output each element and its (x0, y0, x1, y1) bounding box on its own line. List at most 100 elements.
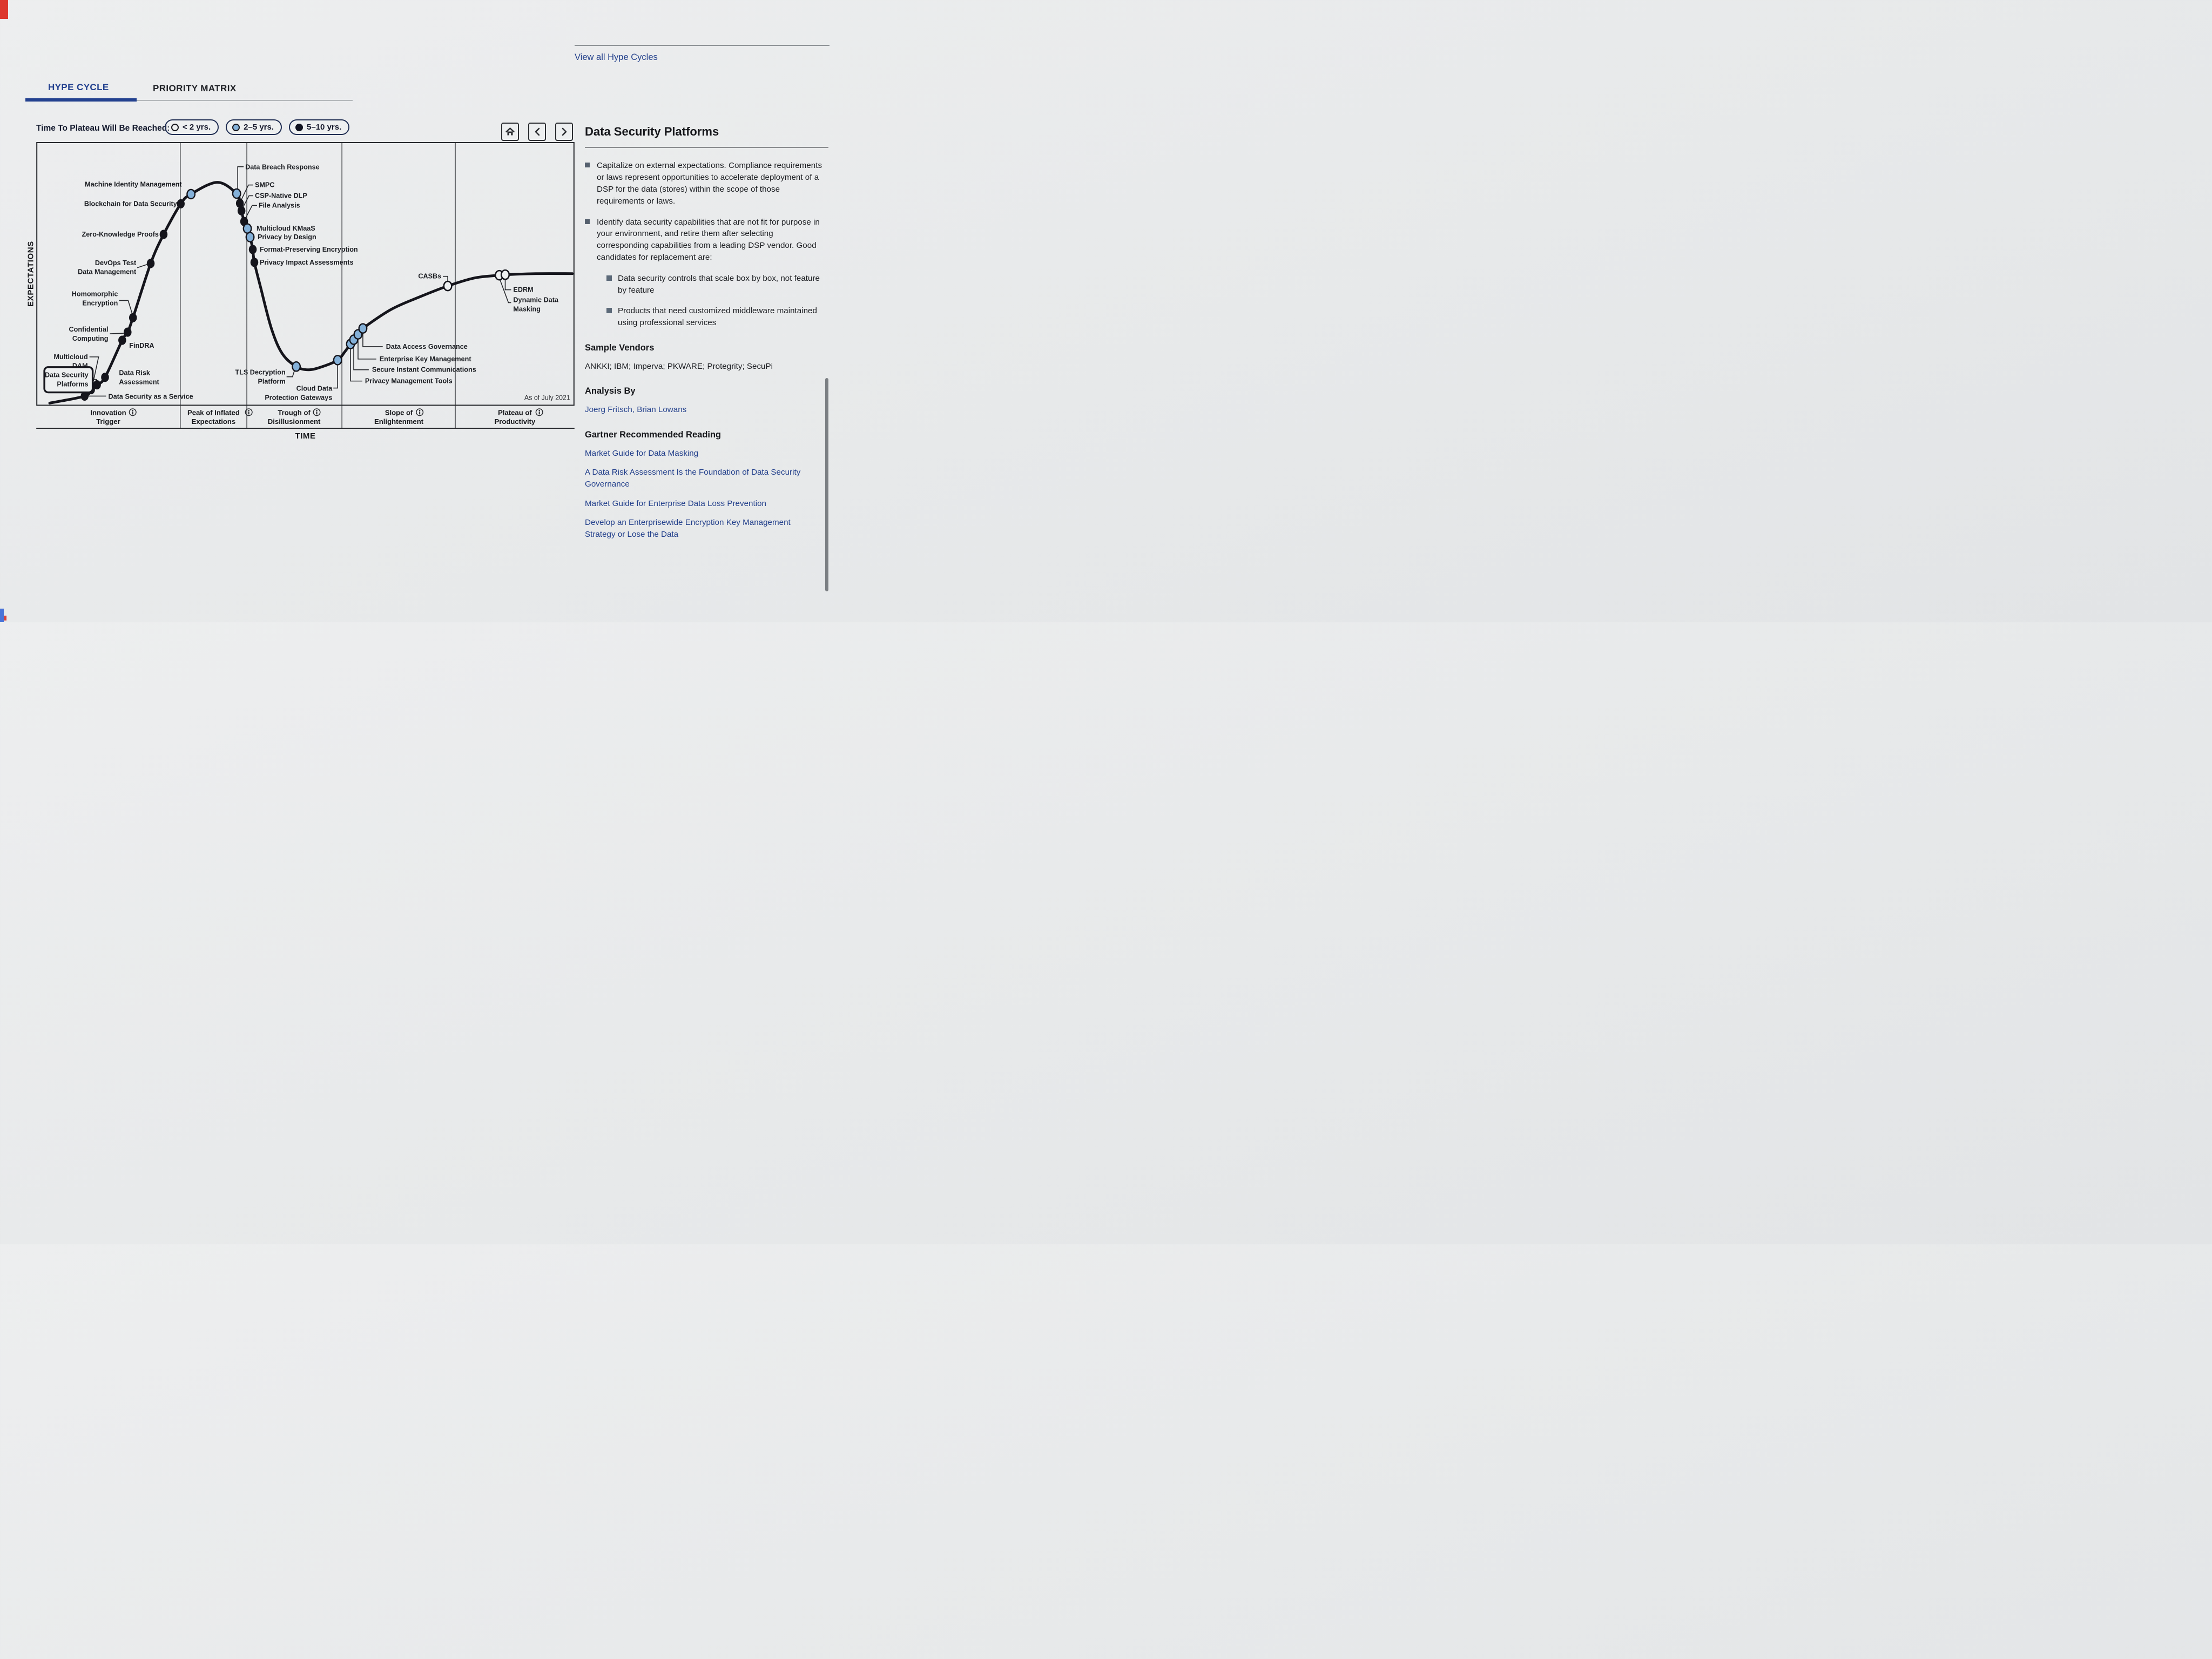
home-icon (505, 127, 515, 136)
reading-link-1[interactable]: Market Guide for Data Masking (585, 448, 699, 458)
dot-cc[interactable] (124, 327, 132, 337)
point-label-dsp[interactable]: Data Security (45, 372, 89, 379)
point-label-cdpg[interactable]: Cloud Data (296, 385, 333, 393)
point-label-pbd[interactable]: Privacy by Design (258, 233, 316, 241)
point-label-mdam[interactable]: Multicloud (54, 353, 88, 361)
phase-label-1: Innovation (90, 408, 126, 416)
legend-pill-2-5yrs[interactable]: 2–5 yrs. (226, 119, 282, 135)
point-label-he[interactable]: Encryption (82, 299, 118, 307)
legend-label: Time To Plateau Will Be Reached: (36, 124, 170, 133)
dot-dbr[interactable] (232, 188, 241, 199)
dot-he[interactable] (129, 313, 137, 322)
point-label-devops[interactable]: Data Management (78, 268, 137, 276)
point-label-findra[interactable]: FinDRA (129, 342, 154, 349)
bullet-text: Products that need customized middleware… (618, 306, 817, 327)
analysts-link[interactable]: Joerg Fritsch, Brian Lowans (585, 405, 687, 415)
point-label-casbs[interactable]: CASBs (418, 273, 441, 280)
point-label-dra[interactable]: Assessment (119, 379, 159, 386)
point-label-devops[interactable]: DevOps Test (95, 259, 137, 267)
phase-label-1: Trigger (96, 417, 120, 426)
point-label-smpc[interactable]: SMPC (255, 181, 274, 189)
point-label-fa[interactable]: File Analysis (259, 201, 300, 209)
point-label-ddm[interactable]: Masking (513, 305, 541, 313)
dot-cspdlp[interactable] (237, 206, 246, 215)
phase-label-5: Plateau of (498, 408, 532, 416)
bullet-square-icon (585, 163, 590, 167)
open-dot-icon (171, 123, 179, 131)
home-button[interactable] (501, 123, 519, 141)
dot-kmaas[interactable] (242, 223, 252, 234)
point-label-sic[interactable]: Secure Instant Communications (372, 366, 476, 374)
info-icon[interactable] (245, 408, 253, 416)
info-icon[interactable] (129, 408, 137, 416)
point-label-cdpg[interactable]: Protection Gateways (265, 394, 332, 401)
point-label-mim[interactable]: Machine Identity Management (85, 181, 182, 188)
dot-dra[interactable] (101, 373, 109, 382)
point-label-dra[interactable]: Data Risk (119, 369, 151, 377)
dot-cdpg[interactable] (333, 355, 342, 366)
point-label-cspdlp[interactable]: CSP-Native DLP (255, 192, 307, 199)
point-label-ekm[interactable]: Enterprise Key Management (380, 355, 472, 363)
point-label-bds[interactable]: Blockchain for Data Security (84, 200, 177, 207)
leader-devops (137, 264, 147, 268)
leader-sic (353, 342, 369, 370)
point-label-pmt[interactable]: Privacy Management Tools (365, 377, 453, 385)
legend-pill-lt2yrs[interactable]: < 2 yrs. (165, 119, 219, 135)
legend-pill-label: < 2 yrs. (183, 123, 211, 132)
view-all-hype-cycles-link[interactable]: View all Hype Cycles (575, 52, 658, 62)
leader-dbr (237, 166, 244, 191)
next-button[interactable] (555, 123, 573, 141)
point-label-dag[interactable]: Data Access Governance (386, 343, 468, 350)
point-label-dsp[interactable]: Platforms (57, 381, 88, 388)
dot-mim[interactable] (186, 188, 196, 200)
dot-smpc[interactable] (235, 198, 244, 208)
dot-pbd[interactable] (245, 232, 255, 242)
info-icon[interactable] (416, 408, 424, 416)
hype-cycle-svg: Data Security as a ServiceMulticloudDAMD… (36, 142, 575, 441)
legend-pills: < 2 yrs. 2–5 yrs. 5–10 yrs. (165, 119, 350, 135)
legend-pill-5-10yrs[interactable]: 5–10 yrs. (289, 119, 350, 135)
dot-dag[interactable] (358, 323, 368, 334)
point-label-cc[interactable]: Computing (72, 335, 109, 342)
bullet-text: Identify data security capabilities that… (597, 217, 820, 262)
point-label-dbr[interactable]: Data Breach Response (245, 164, 320, 171)
point-label-ddm[interactable]: Dynamic Data (513, 296, 558, 304)
info-icon[interactable] (535, 408, 543, 416)
reading-link-3[interactable]: Market Guide for Enterprise Data Loss Pr… (585, 498, 766, 508)
dot-devops[interactable] (146, 259, 155, 268)
dot-casbs[interactable] (443, 280, 453, 292)
dot-fpe[interactable] (248, 245, 257, 254)
point-label-edrm[interactable]: EDRM (513, 286, 533, 294)
tab-hype-cycle[interactable]: HYPE CYCLE (48, 82, 109, 92)
dark-dot-icon (295, 123, 304, 131)
dot-tls[interactable] (292, 361, 301, 372)
bullet-square-icon (585, 219, 590, 224)
dot-dsaas[interactable] (80, 391, 89, 401)
leader-fa (245, 205, 257, 219)
dot-findra[interactable] (118, 335, 126, 345)
point-label-pia[interactable]: Privacy Impact Assessments (260, 259, 354, 266)
panel-scrollbar[interactable] (825, 378, 828, 591)
point-label-kmaas[interactable]: Multicloud KMaaS (257, 225, 315, 232)
prev-button[interactable] (528, 123, 546, 141)
dot-dsp[interactable] (93, 380, 101, 390)
point-label-fpe[interactable]: Format-Preserving Encryption (260, 246, 358, 253)
dot-bds[interactable] (177, 199, 185, 208)
point-label-zkp[interactable]: Zero-Knowledge Proofs (82, 231, 159, 238)
dot-edrm[interactable] (500, 269, 510, 280)
point-label-he[interactable]: Homomorphic (72, 290, 118, 298)
tab-priority-matrix[interactable]: PRIORITY MATRIX (153, 83, 237, 93)
highlight-box-dsp[interactable] (43, 366, 94, 394)
point-label-dsaas[interactable]: Data Security as a Service (108, 393, 193, 400)
sample-vendors-heading: Sample Vendors (585, 342, 655, 353)
point-label-tls[interactable]: Platform (258, 378, 285, 386)
reading-link-2[interactable]: A Data Risk Assessment Is the Foundation… (585, 468, 801, 489)
sample-vendors-list: ANKKI; IBM; Imperva; PKWARE; Protegrity;… (585, 361, 773, 371)
dot-zkp[interactable] (159, 230, 168, 239)
phase-label-2: Peak of Inflated (187, 408, 240, 416)
point-label-tls[interactable]: TLS Decryption (235, 369, 285, 376)
point-label-cc[interactable]: Confidential (69, 326, 109, 333)
dot-pia[interactable] (250, 258, 259, 267)
reading-link-4[interactable]: Develop an Enterprisewide Encryption Key… (585, 518, 791, 539)
info-icon[interactable] (313, 408, 321, 416)
